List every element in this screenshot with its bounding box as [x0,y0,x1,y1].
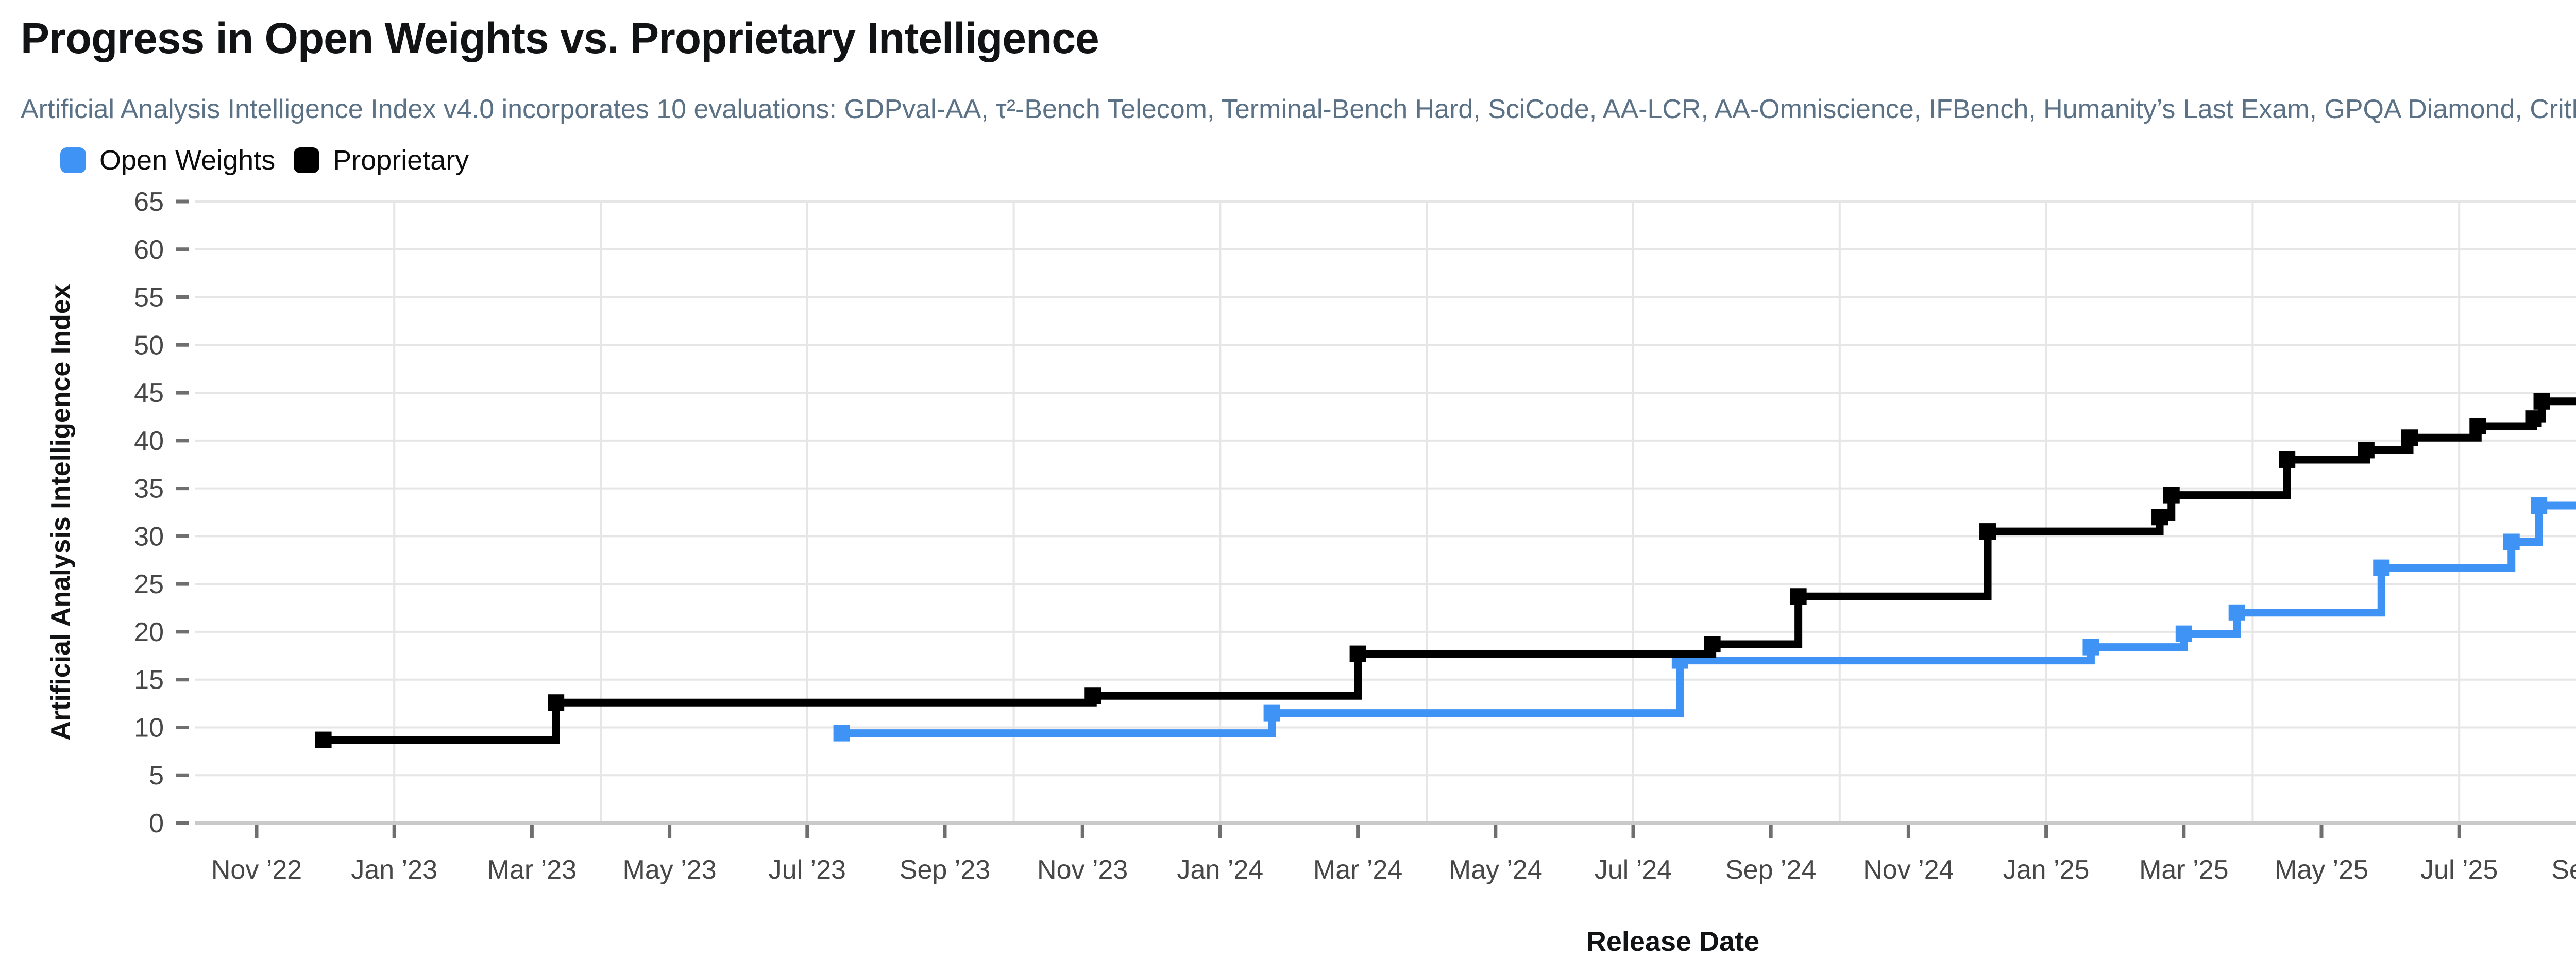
y-tick-label: 30 [134,522,164,551]
y-tick-label: 50 [134,330,164,360]
y-tick-label: 35 [134,474,164,504]
legend-item-proprietary: Proprietary [294,144,469,176]
proprietary-swatch-icon [294,147,320,173]
data-point-marker [2401,429,2418,446]
legend-item-open-weights: Open Weights [60,144,275,176]
y-tick-label: 45 [134,378,164,408]
y-tick-label: 55 [134,283,164,313]
data-point-marker [1084,687,1101,704]
x-tick-label: Jul ’25 [2420,855,2498,885]
y-tick-label: 65 [134,187,164,217]
x-tick-label: May ’24 [1449,855,1543,885]
x-tick-label: Jan ’25 [2003,855,2090,885]
x-tick-label: Jul ’24 [1595,855,1672,885]
x-tick-label: May ’25 [2275,855,2368,885]
data-point-marker [2228,604,2245,621]
data-point-marker [2082,639,2099,656]
subtitle: Artificial Analysis Intelligence Index v… [21,94,2576,124]
series-line-proprietary [323,397,2576,744]
y-tick-label: 5 [149,761,164,791]
x-tick-label: Sep ’25 [2551,855,2576,885]
x-tick-label: Nov ’23 [1037,855,1128,885]
series-line-open-weights [841,501,2576,737]
data-point-marker [2533,393,2550,410]
legend-label-open-weights: Open Weights [99,145,276,176]
data-point-marker [2469,418,2486,435]
data-point-marker [2151,509,2168,526]
data-point-marker [2358,442,2375,459]
x-tick-label: Sep ’23 [900,855,990,885]
x-tick-label: Nov ’22 [211,855,302,885]
data-point-marker [2525,410,2542,427]
y-tick-label: 15 [134,665,164,695]
data-point-marker [1349,645,1366,662]
legend: Open Weights Proprietary [60,144,469,176]
x-tick-label: Mar ’23 [487,855,577,885]
x-axis-title: Release Date [1586,926,1760,957]
data-point-marker [2175,625,2192,642]
y-tick-label: 0 [149,809,164,838]
data-point-marker [2531,497,2548,514]
x-tick-label: Mar ’24 [1313,855,1402,885]
data-point-marker [2373,559,2390,576]
x-tick-label: Nov ’24 [1863,855,1954,885]
data-point-marker [548,694,565,711]
data-point-marker [2503,533,2520,550]
open-weights-swatch-icon [60,147,86,173]
page-title: Progress in Open Weights vs. Proprietary… [21,14,1099,62]
y-tick-label: 40 [134,426,164,456]
x-tick-label: Mar ’25 [2139,855,2228,885]
y-tick-label: 20 [134,617,164,647]
data-point-marker [833,725,850,742]
data-point-marker [2163,486,2180,504]
x-tick-label: Jan ’23 [351,855,437,885]
data-point-marker [1263,704,1280,722]
x-tick-label: Sep ’24 [1725,855,1816,885]
legend-label-proprietary: Proprietary [333,145,469,176]
x-tick-label: Jul ’23 [769,855,846,885]
data-point-marker [315,731,332,748]
data-point-marker [2279,451,2296,468]
y-tick-label: 25 [134,569,164,599]
y-tick-label: 60 [134,235,164,265]
data-point-marker [1979,523,1996,540]
x-tick-label: Jan ’24 [1177,855,1264,885]
data-point-marker [1704,636,1721,653]
data-point-marker [1790,588,1807,605]
y-tick-label: 10 [134,713,164,743]
x-tick-label: May ’23 [623,855,717,885]
